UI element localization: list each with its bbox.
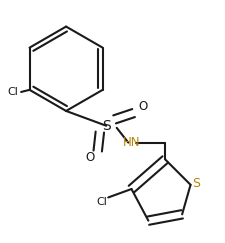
Text: O: O xyxy=(86,151,95,164)
Text: Cl: Cl xyxy=(7,87,18,97)
Text: S: S xyxy=(102,119,110,133)
Text: O: O xyxy=(138,100,148,113)
Text: HN: HN xyxy=(123,136,140,149)
Text: S: S xyxy=(192,177,200,190)
Text: Cl: Cl xyxy=(97,197,107,207)
